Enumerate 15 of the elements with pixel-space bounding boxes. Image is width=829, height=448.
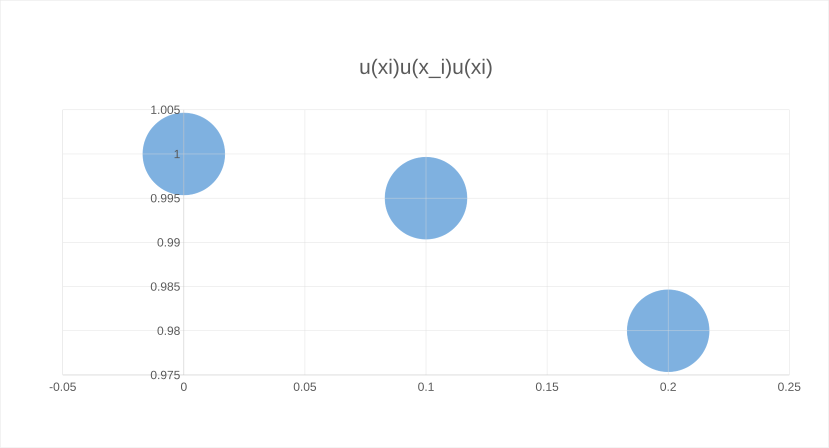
x-tick-label: 0.1 [418,382,434,392]
y-tick-label: 1.005 [151,106,180,114]
chart-title: u(xi)u(x_i)u(xi) [360,58,492,78]
y-tick-label: 0.995 [150,194,180,203]
x-tick-label: 0.05 [294,382,316,392]
y-tick-label: 0.98 [158,326,180,336]
x-tick-label: 0.2 [660,382,676,392]
y-tick-label: 0.99 [158,238,180,247]
x-tick-label: -0.05 [50,382,76,392]
x-tick-label: 0 [180,382,187,392]
x-tick-label: 0.15 [536,382,558,392]
x-tick-label: 0.25 [778,382,800,392]
y-tick-label: 0.975 [150,370,180,380]
y-tick-label: 1 [174,150,180,158]
y-tick-label: 0.985 [150,282,180,291]
